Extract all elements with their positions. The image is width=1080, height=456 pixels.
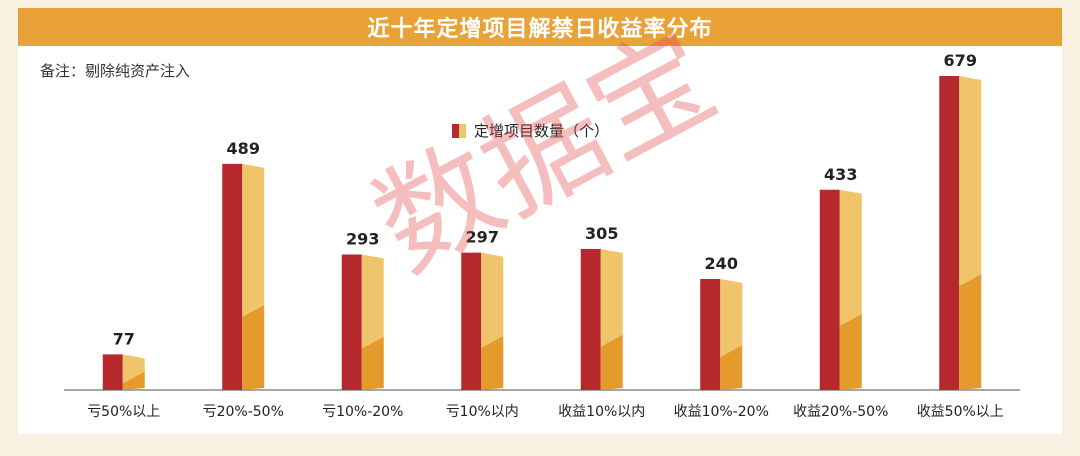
bar-side-lower-2	[361, 336, 384, 390]
bar-front-0	[102, 354, 123, 390]
category-label-4: 收益10%以内	[558, 404, 645, 420]
bar-side-upper-0	[122, 354, 145, 384]
category-label-2: 亏10%-20%	[322, 404, 403, 420]
page-title: 近十年定增项目解禁日收益率分布	[18, 8, 1062, 46]
bar-front-1	[222, 163, 243, 390]
bar-side-upper-3	[481, 252, 504, 348]
data-label-5: 240	[705, 254, 738, 273]
bar-side-lower-6	[839, 313, 862, 390]
chart-panel	[18, 8, 1062, 434]
bar-front-3	[461, 252, 482, 390]
data-label-4: 305	[585, 224, 618, 243]
bar-side-lower-1	[242, 304, 265, 390]
bar-front-2	[341, 254, 362, 390]
bar-side-lower-7	[959, 274, 982, 390]
category-label-5: 收益10%-20%	[674, 404, 769, 420]
data-label-6: 433	[824, 165, 857, 184]
bar-side-lower-3	[481, 335, 504, 390]
bar-front-6	[819, 189, 840, 390]
data-label-7: 679	[944, 51, 977, 70]
bar-side-upper-6	[839, 189, 862, 326]
bar-side-upper-7	[959, 76, 982, 287]
bar-front-7	[939, 76, 960, 390]
bar-side-upper-5	[720, 279, 743, 358]
category-label-7: 收益50%以上	[917, 404, 1004, 420]
legend-label: 定增项目数量（个）	[474, 122, 609, 140]
bar-side-upper-2	[361, 254, 384, 349]
data-label-3: 297	[466, 228, 499, 247]
category-label-6: 收益20%-50%	[793, 404, 888, 420]
data-label-1: 489	[227, 139, 260, 158]
category-label-3: 亏10%以内	[446, 404, 519, 420]
bar-front-4	[580, 248, 601, 390]
bar-front-5	[700, 279, 721, 390]
data-label-2: 293	[346, 230, 379, 249]
category-label-0: 亏50%以上	[87, 404, 160, 420]
bar-side-lower-0	[122, 371, 145, 390]
bar-side-lower-4	[600, 334, 623, 390]
legend-swatch-front	[452, 124, 459, 138]
legend-swatch-side	[459, 124, 466, 138]
bar-side-upper-4	[600, 248, 623, 347]
chart-note: 备注：剔除纯资产注入	[40, 62, 191, 80]
data-label-0: 77	[113, 329, 135, 348]
bar-side-upper-1	[242, 163, 265, 317]
bar-side-lower-5	[720, 345, 743, 390]
category-label-1: 亏20%-50%	[203, 404, 284, 420]
